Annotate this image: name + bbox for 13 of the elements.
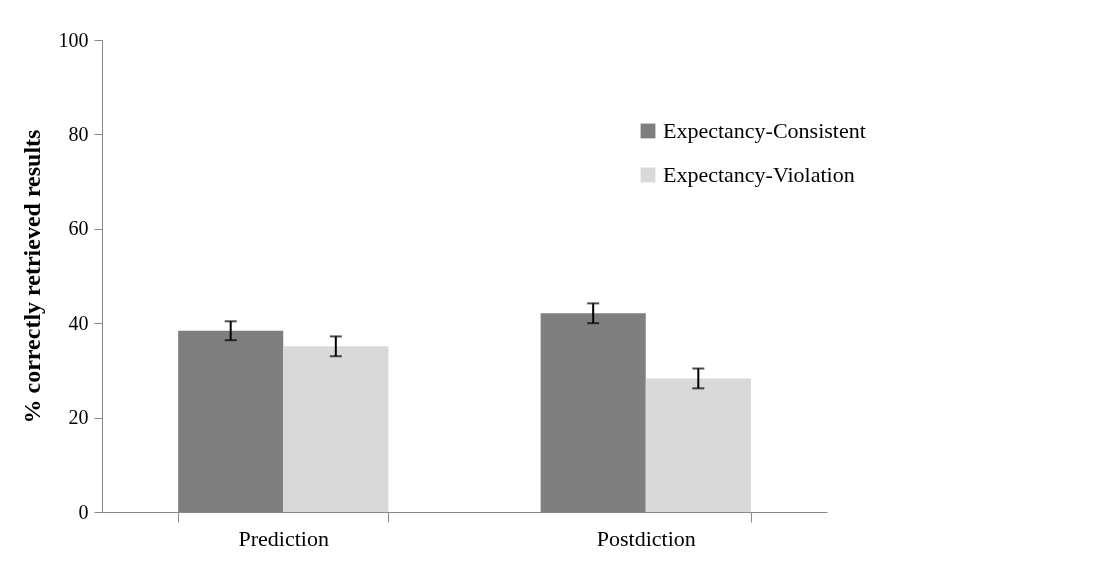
x-tick-label: Postdiction: [596, 525, 696, 551]
y-tick-label: 20: [68, 406, 89, 429]
x-tick-label: Prediction: [238, 525, 329, 551]
legend-label: Expectancy-Violation: [663, 162, 855, 187]
y-tick-label: 0: [78, 500, 89, 523]
y-axis-title: % correctly retrieved results: [18, 129, 45, 424]
bar: [283, 346, 389, 512]
bar: [645, 378, 751, 512]
y-tick-label: 80: [68, 122, 89, 145]
y-tick-label: 40: [68, 311, 89, 334]
y-tick-label: 60: [68, 217, 89, 240]
y-tick-label: 100: [58, 28, 89, 51]
legend-label: Expectancy-Consistent: [663, 118, 866, 143]
